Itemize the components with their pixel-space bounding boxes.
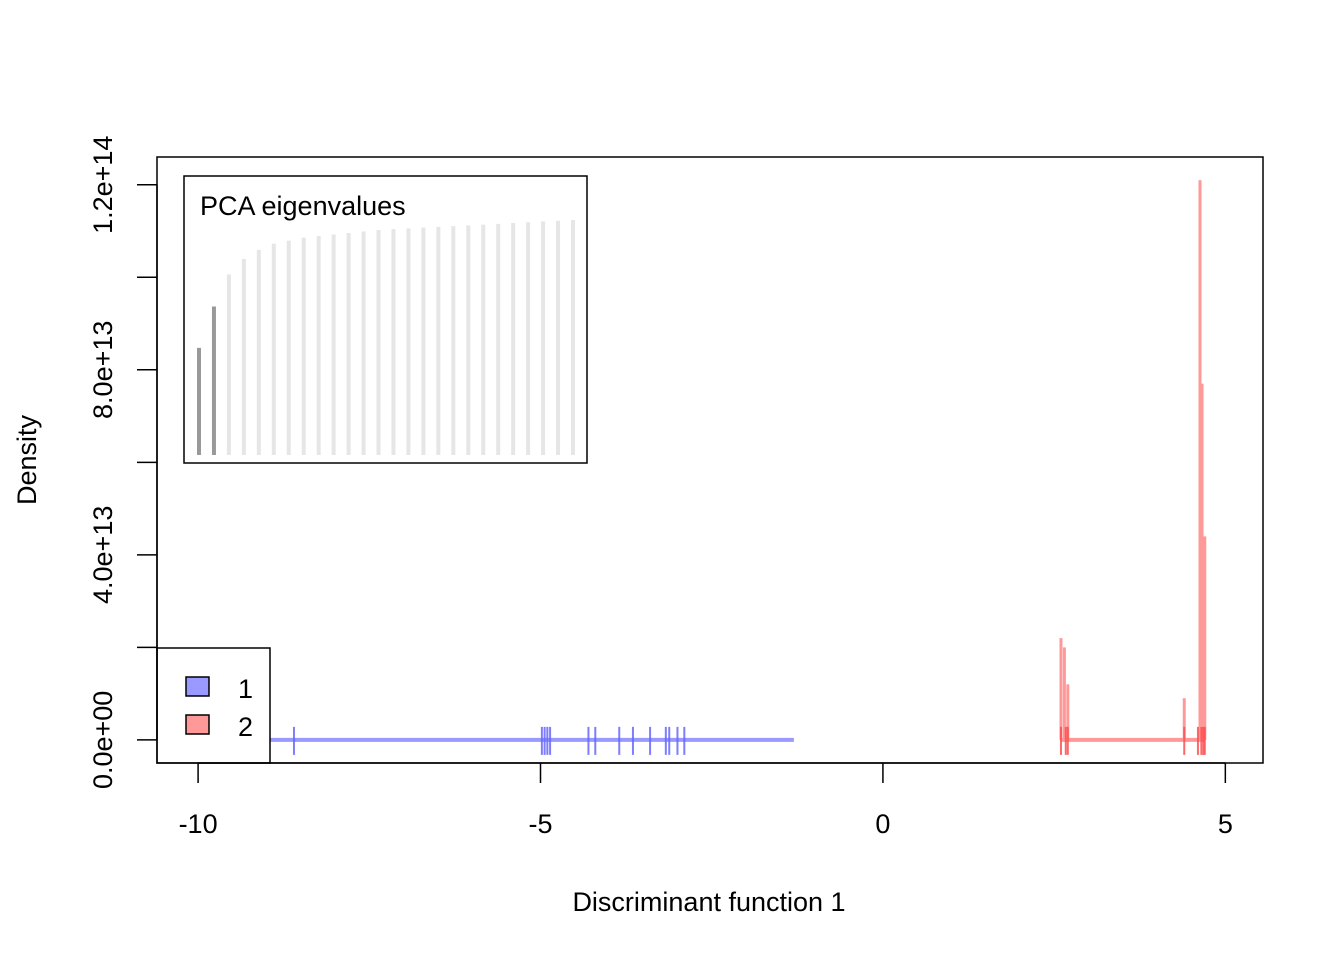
legend-label-1: 1 bbox=[238, 674, 253, 704]
plot-data-layer bbox=[184, 180, 1207, 755]
legend-swatch-1 bbox=[185, 676, 210, 697]
series-2 bbox=[1059, 180, 1207, 755]
x-tick-label: 5 bbox=[1218, 809, 1233, 839]
inset-bars bbox=[197, 220, 575, 455]
legend-box bbox=[156, 647, 271, 764]
inset-title: PCA eigenvalues bbox=[200, 191, 406, 221]
x-axis: -10 -5 0 5 bbox=[179, 762, 1233, 839]
x-tick-label: 0 bbox=[875, 809, 890, 839]
legend-label-2: 2 bbox=[238, 712, 253, 742]
legend: 1 2 bbox=[156, 647, 271, 764]
legend-swatch-2 bbox=[185, 714, 210, 735]
y-tick-label: 0.0e+00 bbox=[88, 691, 118, 789]
y-axis-title: Density bbox=[12, 414, 42, 505]
x-tick-label: -5 bbox=[528, 809, 552, 839]
x-tick-label: -10 bbox=[179, 809, 218, 839]
eigenvalue-inset: PCA eigenvalues bbox=[183, 175, 588, 464]
series-1 bbox=[184, 726, 794, 755]
y-tick-label: 4.0e+13 bbox=[88, 506, 118, 604]
y-tick-label: 1.2e+14 bbox=[88, 136, 118, 234]
y-axis: 0.0e+00 4.0e+13 8.0e+13 1.2e+14 bbox=[88, 136, 158, 789]
inset-frame bbox=[183, 175, 588, 464]
y-tick-label: 8.0e+13 bbox=[88, 321, 118, 419]
x-axis-title: Discriminant function 1 bbox=[572, 887, 845, 917]
